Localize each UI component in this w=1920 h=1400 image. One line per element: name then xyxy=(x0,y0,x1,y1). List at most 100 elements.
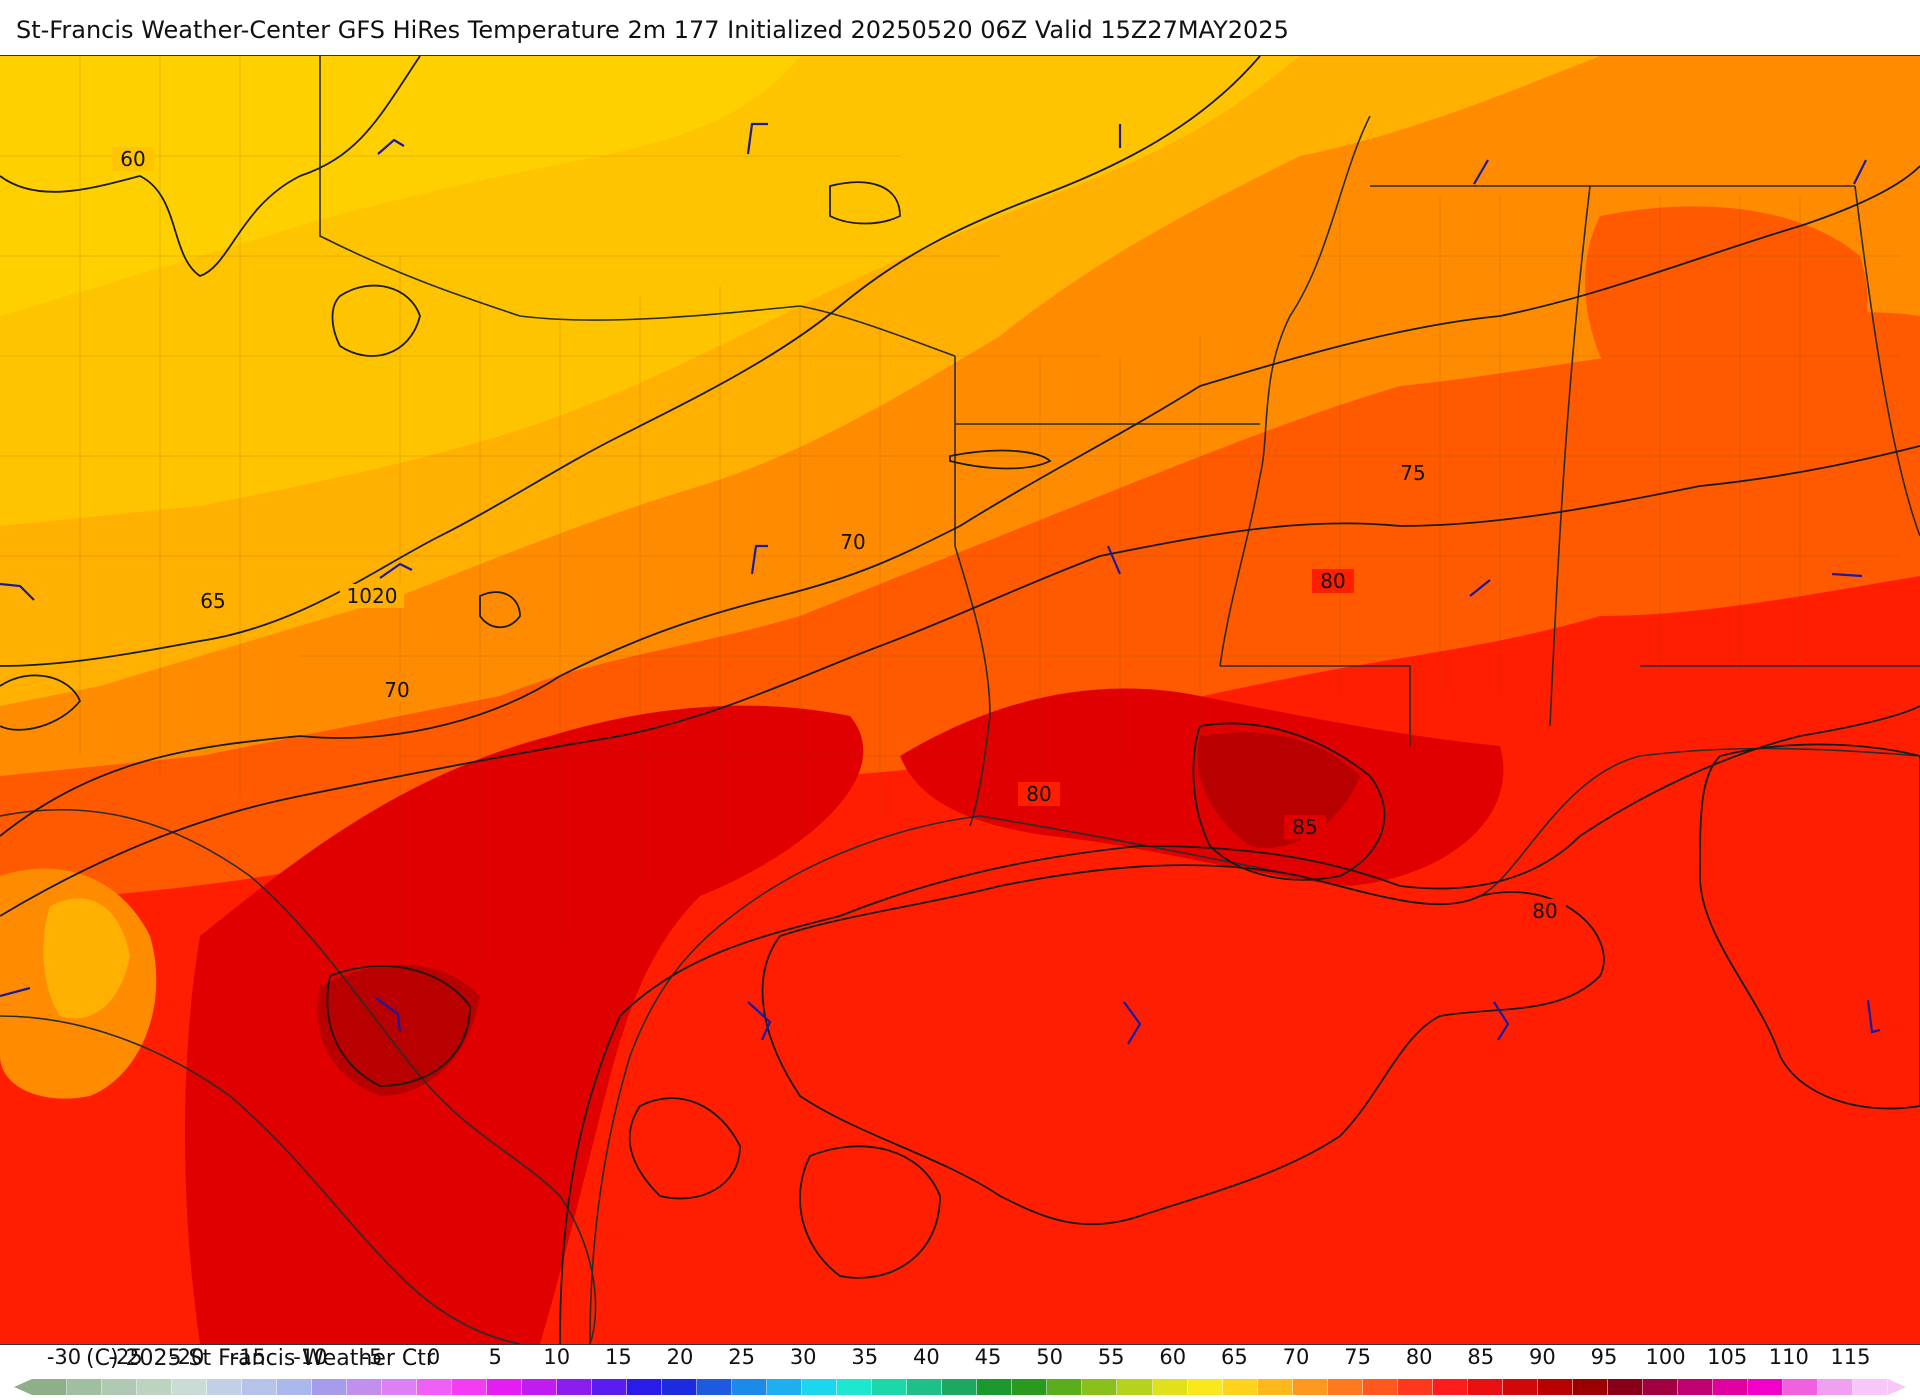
colorbar-swatch xyxy=(1117,1379,1153,1395)
contour-small-1 xyxy=(331,284,421,357)
border-coastline xyxy=(589,747,1920,1344)
colorbar-tick-label: 115 xyxy=(1830,1345,1871,1369)
colorbar-swatch xyxy=(1747,1379,1783,1395)
temperature-contours xyxy=(0,56,1920,1344)
colorbar-tick-label: -10 xyxy=(293,1345,328,1369)
wind-barb-15 xyxy=(1123,1001,1142,1045)
colorbar-tick-label: 95 xyxy=(1590,1345,1618,1369)
colorbar-tick-label: 90 xyxy=(1529,1345,1556,1369)
contour-60 xyxy=(0,56,421,277)
colorbar-swatch xyxy=(67,1379,103,1395)
colorbar-tick-label: 65 xyxy=(1221,1345,1248,1369)
wind-barb-17 xyxy=(1866,999,1881,1034)
colorbar-tick-label: 110 xyxy=(1768,1345,1809,1369)
wind-barb-14 xyxy=(747,1001,772,1041)
shade-t85-louisiana xyxy=(900,688,1504,886)
colorbar-tick-label: 0 xyxy=(426,1345,441,1369)
label-bg-1020 xyxy=(340,584,404,608)
contour-label-80-north: 80 xyxy=(1320,569,1345,593)
wind-barb-5 xyxy=(1853,159,1867,185)
temperature-colorbar: -30 -25 -20 -15 -10 -5 0 5 10 15 20 25 30 35 40 45 50 55 6… xyxy=(0,1343,1920,1400)
contour-label-60: 60 xyxy=(120,147,145,171)
colorbar-swatch xyxy=(907,1379,943,1395)
colorbar-tick-label: 20 xyxy=(666,1345,694,1369)
label-bg-60 xyxy=(112,147,154,171)
label-bg-65 xyxy=(192,589,234,613)
colorbar-swatch xyxy=(627,1379,663,1395)
temperature-map: 60 65 1020 70 70 75 80 80 80 85 xyxy=(0,55,1920,1345)
colorbar-swatch xyxy=(732,1379,768,1395)
colorbar-swatch xyxy=(347,1379,383,1395)
shade-mexico-cooler xyxy=(43,898,130,1019)
colorbar-swatch xyxy=(1222,1379,1258,1395)
wind-barb-16 xyxy=(1493,1001,1510,1041)
colorbar-swatch xyxy=(1642,1379,1678,1395)
colorbar-tick-label: -20 xyxy=(170,1345,205,1369)
shade-t55 xyxy=(0,56,800,316)
wind-barb-6 xyxy=(0,582,35,601)
contour-label-65: 65 xyxy=(200,589,225,613)
colorbar-swatch xyxy=(487,1379,523,1395)
wind-barb-7 xyxy=(379,562,413,579)
wind-barb-2 xyxy=(746,122,768,155)
colorbar-swatch xyxy=(1712,1379,1748,1395)
contour-85 xyxy=(1192,722,1386,881)
label-bg-80a xyxy=(1312,569,1354,593)
contour-65 xyxy=(0,56,1261,667)
colorbar-swatch xyxy=(1082,1379,1118,1395)
label-bg-80b xyxy=(1018,782,1060,806)
shade-t85-texas xyxy=(185,705,864,1344)
colorbar-ticks: -30 -25 -20 -15 -10 -5 0 5 10 15 20 25 30 35 40 45 50 55 6… xyxy=(0,1345,1920,1371)
wind-barb-12 xyxy=(0,986,31,998)
wind-barb-4 xyxy=(1473,159,1489,185)
colorbar-swatch xyxy=(662,1379,698,1395)
contour-small-3 xyxy=(829,181,901,225)
border-louisiana-mississippi xyxy=(1220,665,1411,746)
colorbar-swatch xyxy=(207,1379,243,1395)
colorbar-tick-label: 60 xyxy=(1159,1345,1187,1369)
contour-80-blob2 xyxy=(799,1145,941,1279)
colorbar-swatch xyxy=(1152,1379,1188,1395)
colorbar-left-arrow xyxy=(14,1379,32,1395)
colorbar-swatch xyxy=(1607,1379,1643,1395)
colorbar-swatch xyxy=(767,1379,803,1395)
map-title: St-Francis Weather-Center GFS HiRes Temp… xyxy=(16,16,1289,44)
colorbar-tick-label: 85 xyxy=(1467,1345,1495,1369)
colorbar-swatch xyxy=(277,1379,313,1395)
contour-label-75: 75 xyxy=(1400,461,1425,485)
contour-85-texas xyxy=(326,965,471,1087)
colorbar-tick-label: 55 xyxy=(1097,1345,1125,1369)
contour-80 xyxy=(559,705,1920,1344)
colorbar-swatch xyxy=(452,1379,488,1395)
colorbar-swatch xyxy=(557,1379,593,1395)
border-mississippi-alabama xyxy=(1549,185,1591,727)
colorbar-swatch xyxy=(1362,1379,1398,1395)
colorbar-swatch xyxy=(312,1379,348,1395)
colorbar-swatch xyxy=(522,1379,558,1395)
colorbar-swatch xyxy=(1292,1379,1328,1395)
contour-label-80-coast: 80 xyxy=(1026,782,1051,806)
colorbar-swatch xyxy=(1537,1379,1573,1395)
colorbar-swatch xyxy=(382,1379,418,1395)
border-texas-louisiana xyxy=(954,545,991,827)
colorbar-swatch xyxy=(1432,1379,1468,1395)
colorbar-swatch xyxy=(1782,1379,1818,1395)
colorbar-tick-label: -30 xyxy=(46,1345,82,1369)
colorbar-swatch xyxy=(1677,1379,1713,1395)
border-rio-grande xyxy=(0,1015,521,1344)
colorbar-swatch xyxy=(1817,1379,1853,1395)
contour-label-70-west: 70 xyxy=(384,678,409,702)
colorbar-swatch xyxy=(32,1379,68,1395)
contour-small-5 xyxy=(0,674,82,731)
colorbar-tick-label: -5 xyxy=(361,1345,383,1369)
colorbar-tick-label: 70 xyxy=(1282,1345,1310,1369)
colorbar-tick-label: 15 xyxy=(605,1345,632,1369)
colorbar-tick-label: 50 xyxy=(1036,1345,1063,1369)
contour-70 xyxy=(0,165,1920,837)
colorbar-tick-label: 80 xyxy=(1405,1345,1433,1369)
border-texas-oklahoma xyxy=(319,56,956,357)
colorbar-tick-label: 10 xyxy=(543,1345,571,1369)
colorbar-tick-label: -25 xyxy=(108,1345,143,1369)
shade-t85-appalachian xyxy=(1585,206,1868,424)
wind-barb-8 xyxy=(750,544,768,575)
